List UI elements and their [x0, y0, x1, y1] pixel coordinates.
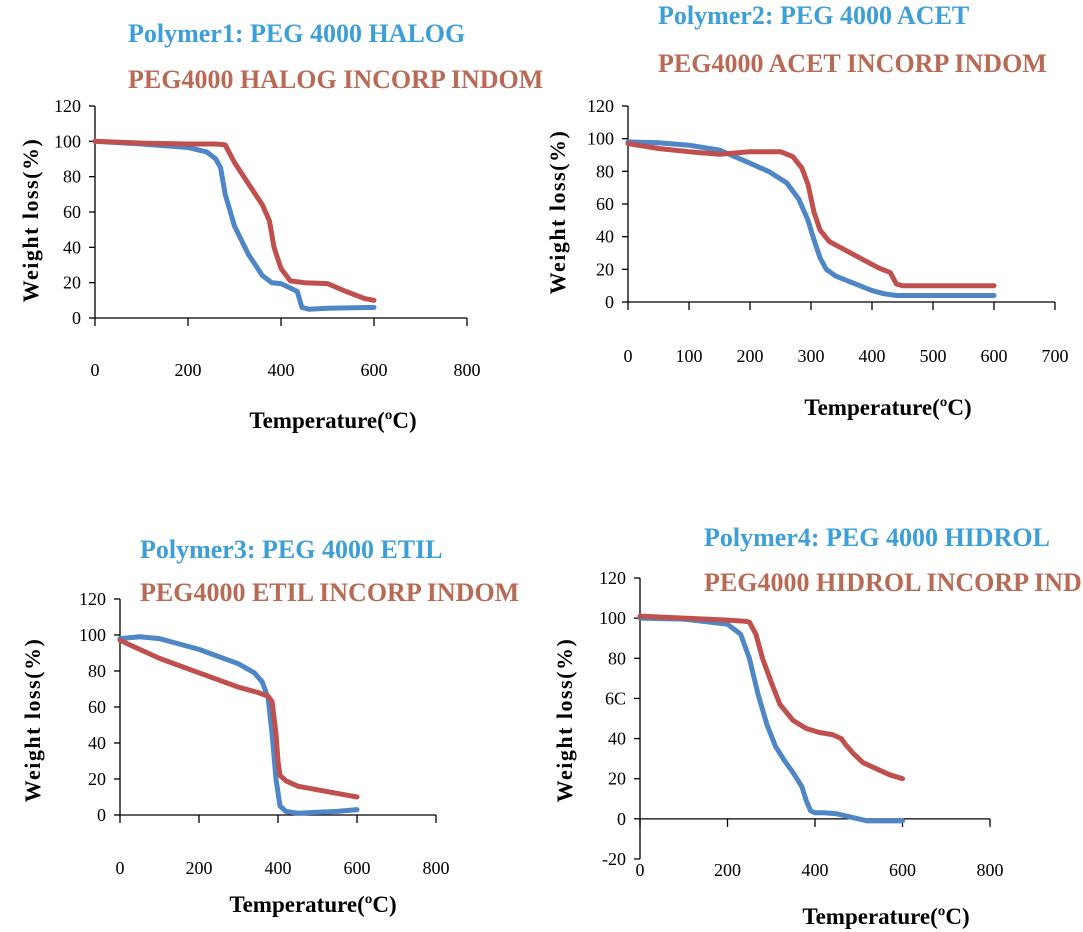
y-tick-label: 40 — [608, 729, 626, 749]
y-tick-label: 6C — [605, 688, 626, 708]
x-tick-label: 700 — [1042, 346, 1069, 366]
x-tick-label: 600 — [361, 360, 388, 380]
series-line-2 — [92, 138, 377, 303]
y-tick-label: 80 — [608, 648, 626, 668]
chart-title: Polymer2: PEG 4000 ACET — [658, 1, 969, 30]
chart-subtitle: PEG4000 ETIL INCORP INDOM — [140, 578, 519, 607]
chart-4: Polymer4: PEG 4000 HIDROL PEG4000 HIDROL … — [552, 523, 1083, 929]
y-tick-label: 0 — [72, 308, 81, 328]
y-tick-label: 100 — [587, 129, 614, 149]
chart-2: Polymer2: PEG 4000 ACET PEG4000 ACET INCO… — [545, 1, 1069, 420]
y-axis-label: Weight loss(%) — [20, 638, 45, 803]
y-axis-label: Weight loss(%) — [552, 638, 577, 803]
y-tick-label: 0 — [617, 809, 626, 829]
series-line-2 — [117, 637, 360, 800]
y-tick-label: 20 — [596, 259, 614, 279]
x-tick-label: 0 — [636, 860, 645, 880]
x-tick-label: 500 — [920, 346, 947, 366]
y-tick-label: 100 — [79, 625, 106, 645]
x-tick-label: 400 — [859, 346, 886, 366]
x-tick-label: 400 — [265, 858, 292, 878]
y-tick-label: 40 — [596, 227, 614, 247]
x-tick-label: 800 — [423, 858, 450, 878]
x-axis-label: Temperature(ºC) — [249, 408, 416, 433]
series-line-1 — [637, 615, 905, 824]
series-line-1 — [625, 139, 997, 298]
x-tick-label: 600 — [889, 860, 916, 880]
x-tick-label: 400 — [268, 360, 295, 380]
y-tick-label: 80 — [63, 167, 81, 187]
x-tick-label: 200 — [186, 858, 213, 878]
chart-1: Polymer1: PEG 4000 HALOG PEG4000 HALOG IN… — [18, 19, 543, 433]
series-line-1 — [117, 634, 360, 816]
y-tick-label: 80 — [88, 661, 106, 681]
x-tick-label: 0 — [624, 346, 633, 366]
x-axis-label: Temperature(ºC) — [229, 892, 396, 917]
y-tick-label: 80 — [596, 161, 614, 181]
y-tick-label: -20 — [602, 849, 626, 869]
series-line-2 — [625, 141, 997, 289]
x-tick-label: 600 — [344, 858, 371, 878]
x-tick-label: 200 — [714, 860, 741, 880]
x-axis-label: Temperature(ºC) — [802, 904, 969, 929]
x-tick-label: 200 — [175, 360, 202, 380]
x-tick-label: 200 — [737, 346, 764, 366]
y-tick-label: 120 — [79, 589, 106, 609]
y-axis-label: Weight loss(%) — [545, 130, 570, 295]
chart-title: Polymer1: PEG 4000 HALOG — [128, 19, 465, 48]
y-tick-label: 120 — [587, 96, 614, 116]
series-line-1 — [92, 138, 377, 312]
x-axis-label: Temperature(ºC) — [804, 395, 971, 420]
chart-subtitle: PEG4000 HIDROL INCORP INDOM — [704, 568, 1083, 597]
chart-subtitle: PEG4000 ACET INCORP INDOM — [658, 49, 1047, 78]
x-tick-label: 0 — [116, 858, 125, 878]
x-tick-label: 600 — [981, 346, 1008, 366]
y-tick-label: 100 — [599, 608, 626, 628]
chart-subtitle: PEG4000 HALOG INCORP INDOM — [128, 65, 543, 94]
chart-title: Polymer4: PEG 4000 HIDROL — [704, 523, 1050, 552]
y-tick-label: 60 — [596, 194, 614, 214]
x-tick-label: 300 — [798, 346, 825, 366]
y-tick-label: 100 — [54, 131, 81, 151]
y-tick-label: 60 — [88, 697, 106, 717]
y-tick-label: 40 — [88, 733, 106, 753]
series-line-2 — [637, 613, 905, 782]
x-tick-label: 400 — [802, 860, 829, 880]
y-tick-label: 120 — [599, 568, 626, 588]
y-tick-label: 20 — [608, 769, 626, 789]
x-tick-label: 800 — [454, 360, 481, 380]
chart-title: Polymer3: PEG 4000 ETIL — [140, 535, 443, 564]
x-tick-label: 100 — [676, 346, 703, 366]
x-tick-label: 800 — [977, 860, 1004, 880]
y-tick-label: 60 — [63, 202, 81, 222]
chart-3: Polymer3: PEG 4000 ETIL PEG4000 ETIL INCO… — [20, 535, 519, 917]
y-tick-label: 40 — [63, 237, 81, 257]
y-tick-label: 120 — [54, 96, 81, 116]
y-tick-label: 0 — [605, 292, 614, 312]
y-tick-label: 0 — [97, 805, 106, 825]
y-axis-label: Weight loss(%) — [18, 138, 43, 303]
y-tick-label: 20 — [88, 769, 106, 789]
y-tick-label: 20 — [63, 273, 81, 293]
x-tick-label: 0 — [91, 360, 100, 380]
